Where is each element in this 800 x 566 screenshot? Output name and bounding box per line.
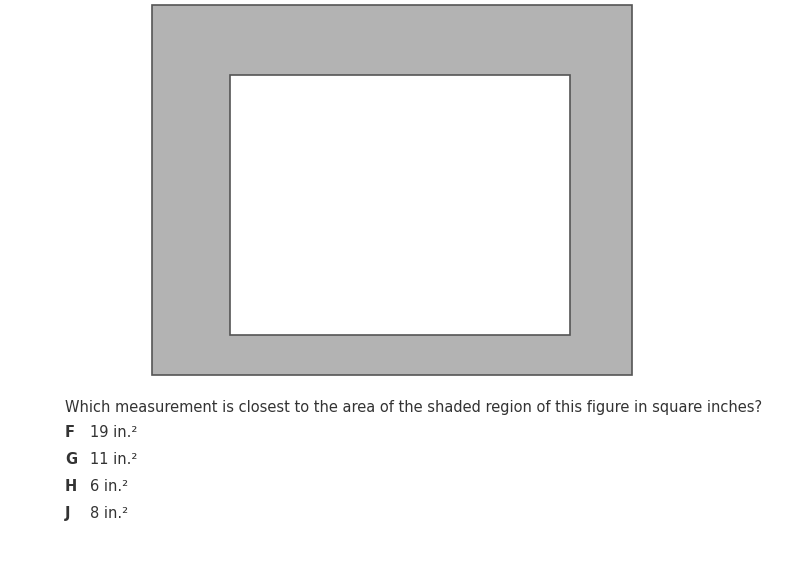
Text: 19 in.²: 19 in.² — [90, 425, 138, 440]
Bar — [230, 75, 570, 335]
Text: 8 in.²: 8 in.² — [90, 506, 128, 521]
Text: 11 in.²: 11 in.² — [90, 452, 138, 467]
Text: J: J — [65, 506, 70, 521]
Text: Which measurement is closest to the area of the shaded region of this figure in : Which measurement is closest to the area… — [65, 400, 762, 415]
Text: 6 in.²: 6 in.² — [90, 479, 128, 494]
Bar — [152, 5, 632, 375]
Text: F: F — [65, 425, 75, 440]
Text: H: H — [65, 479, 78, 494]
Text: G: G — [65, 452, 77, 467]
